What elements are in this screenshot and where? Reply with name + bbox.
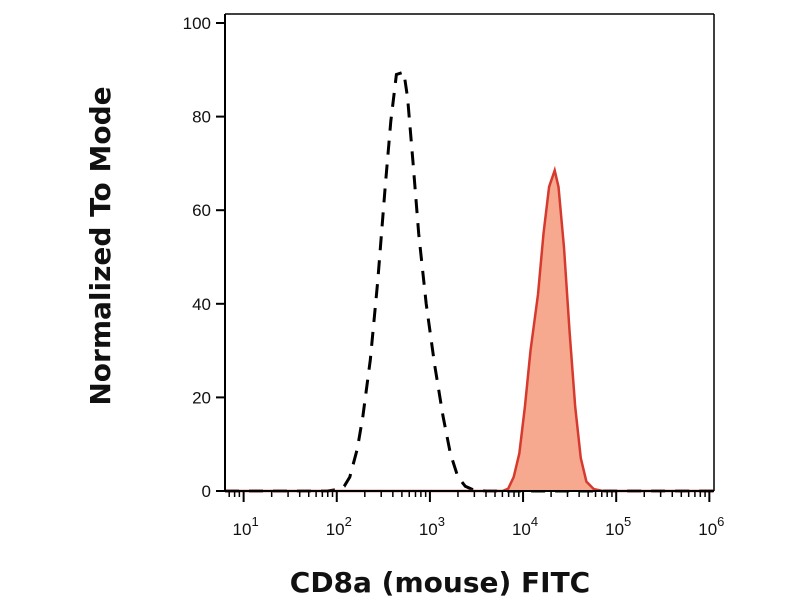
x-tick-exponent: 3 bbox=[438, 514, 445, 529]
x-tick-exponent: 5 bbox=[624, 514, 631, 529]
x-axis-title: CD8a (mouse) FITC bbox=[290, 566, 590, 599]
series-fill-1 bbox=[225, 170, 714, 491]
x-tick-base: 10 bbox=[512, 520, 531, 539]
y-tick-label: 100 bbox=[183, 14, 211, 33]
x-tick-base: 10 bbox=[605, 520, 624, 539]
series-line-0 bbox=[225, 70, 714, 493]
x-tick-base: 10 bbox=[419, 520, 438, 539]
axes bbox=[224, 13, 715, 492]
x-tick-base: 10 bbox=[233, 520, 252, 539]
y-tick-label: 40 bbox=[192, 295, 211, 314]
x-tick-label: 105 bbox=[605, 514, 631, 539]
x-tick-label: 106 bbox=[698, 514, 724, 539]
x-tick-label: 104 bbox=[512, 514, 538, 539]
y-tick-label: 20 bbox=[192, 388, 211, 407]
plot-area bbox=[225, 70, 714, 493]
x-tick-label: 101 bbox=[233, 514, 259, 539]
y-axis-title: Normalized To Mode bbox=[84, 86, 117, 405]
x-tick-exponent: 6 bbox=[717, 514, 724, 529]
x-tick-label: 102 bbox=[326, 514, 352, 539]
y-tick-label: 0 bbox=[202, 482, 211, 501]
y-tick-label: 80 bbox=[192, 108, 211, 127]
x-tick-base: 10 bbox=[326, 520, 345, 539]
series-line-1 bbox=[225, 165, 714, 493]
y-tick-label: 60 bbox=[192, 201, 211, 220]
x-tick-base: 10 bbox=[698, 520, 717, 539]
x-tick-label: 103 bbox=[419, 514, 445, 539]
x-tick-exponent: 2 bbox=[345, 514, 352, 529]
x-tick-exponent: 1 bbox=[251, 514, 258, 529]
x-tick-exponent: 4 bbox=[531, 514, 538, 529]
